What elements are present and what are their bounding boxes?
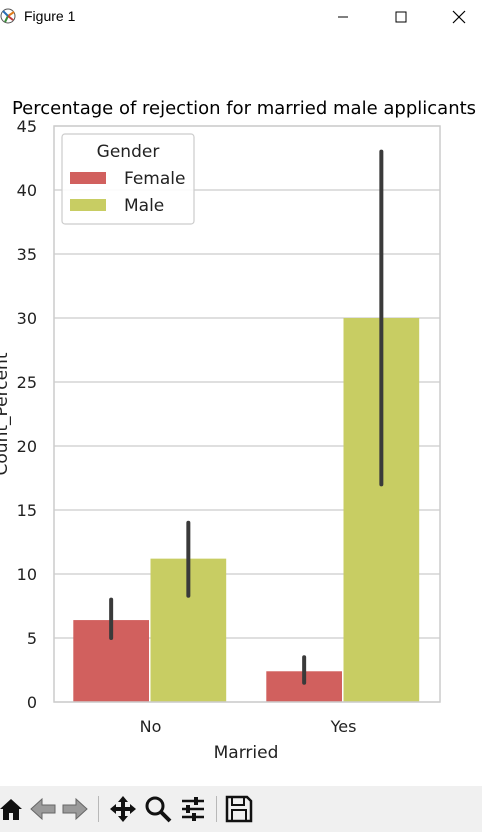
y-tick-labels: 0 5 10 15 20 25 30 35 40 45	[17, 117, 37, 712]
y-tick-label: 45	[17, 117, 37, 136]
legend-swatch-male	[70, 199, 106, 211]
close-icon	[452, 10, 466, 24]
home-button[interactable]	[0, 794, 26, 824]
minimize-icon	[338, 16, 348, 18]
y-tick-label: 0	[27, 693, 37, 712]
zoom-button[interactable]	[143, 794, 173, 824]
x-tick-labels: No Yes	[140, 717, 357, 736]
toolbar-separator	[98, 796, 99, 822]
y-tick-label: 30	[17, 309, 37, 328]
y-axis-label: Count_Percent	[0, 352, 12, 475]
back-button[interactable]	[28, 794, 58, 824]
legend-label-male: Male	[124, 196, 164, 216]
y-tick-label: 40	[17, 181, 37, 200]
x-axis-label: Married	[214, 743, 279, 763]
configure-subplots-button[interactable]	[178, 794, 208, 824]
x-tick-label: No	[140, 717, 162, 736]
pan-button[interactable]	[108, 794, 138, 824]
back-icon	[30, 797, 56, 821]
close-button[interactable]	[436, 0, 482, 34]
y-tick-label: 10	[17, 565, 37, 584]
forward-icon	[62, 797, 88, 821]
legend: Gender Female Male	[61, 133, 195, 225]
toolbar-separator	[216, 796, 217, 822]
y-tick-label: 15	[17, 501, 37, 520]
errorbar-layer	[109, 149, 384, 685]
legend-swatch-female	[70, 172, 106, 184]
minimize-button[interactable]	[320, 0, 366, 34]
save-button[interactable]	[224, 794, 254, 824]
home-icon	[0, 799, 22, 820]
configure-subplots-icon	[182, 797, 204, 821]
save-icon	[225, 795, 253, 823]
maximize-button[interactable]	[378, 0, 424, 34]
plot-frame	[53, 125, 441, 703]
forward-button[interactable]	[60, 794, 90, 824]
bar-chart: 0 5 10 15 20 25 30 35 40 45 No Yes Percentage of r…	[0, 98, 476, 763]
pan-icon	[110, 796, 136, 822]
x-tick-label: Yes	[330, 717, 357, 736]
maximize-icon	[395, 11, 407, 23]
legend-title: Gender	[97, 142, 160, 162]
matplotlib-logo-icon	[0, 8, 16, 24]
chart-title: Percentage of rejection for married male…	[12, 98, 476, 119]
window-title: Figure 1	[24, 8, 76, 24]
title-bar: Figure 1	[0, 0, 482, 34]
navigation-toolbar	[0, 786, 482, 832]
y-tick-label: 20	[17, 437, 37, 456]
figure-canvas: 0 5 10 15 20 25 30 35 40 45 No Yes Percentage of r…	[0, 34, 482, 786]
y-tick-label: 5	[27, 629, 37, 648]
y-tick-label: 25	[17, 373, 37, 392]
y-tick-label: 35	[17, 245, 37, 264]
zoom-icon	[145, 796, 172, 823]
legend-label-female: Female	[124, 169, 185, 189]
